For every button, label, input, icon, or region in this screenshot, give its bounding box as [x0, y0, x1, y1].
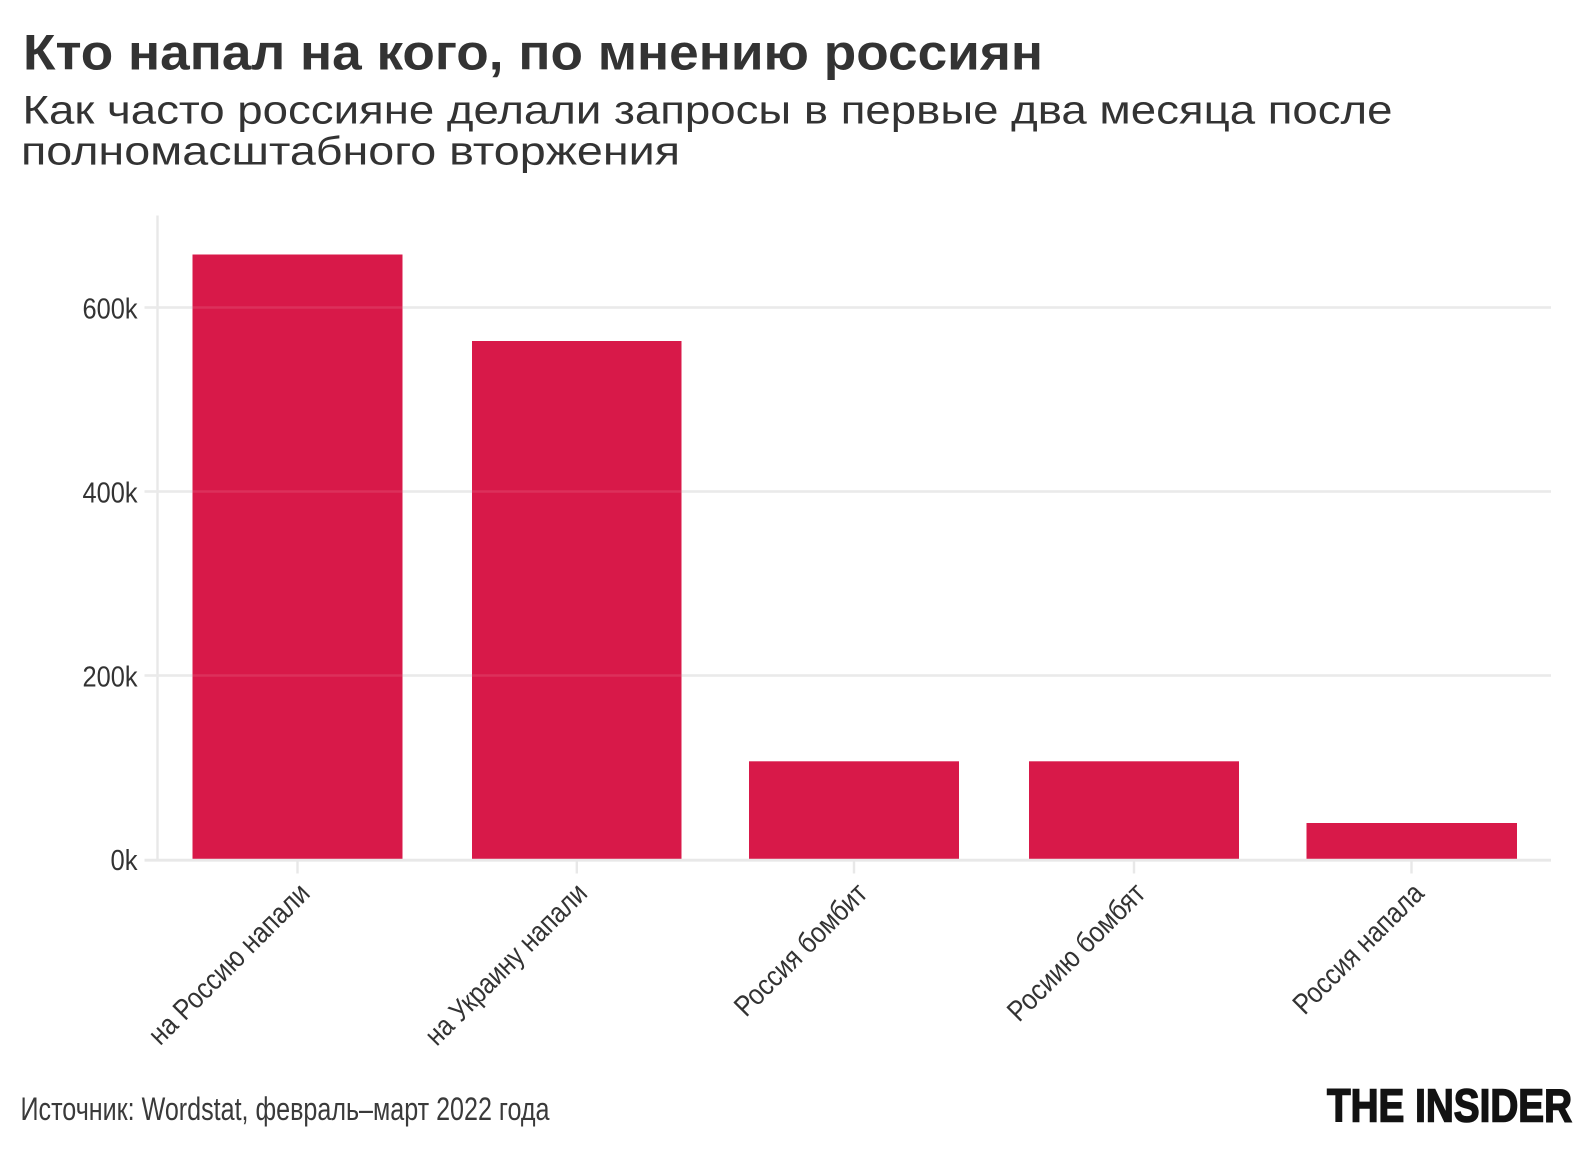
- svg-text:полномасштабного вторжения: полномасштабного вторжения: [21, 129, 680, 173]
- svg-text:Источник: Wordstat, февраль–ма: Источник: Wordstat, февраль–март 2022 го…: [21, 1091, 550, 1127]
- svg-text:Как часто россияне делали запр: Как часто россияне делали запросы в перв…: [23, 89, 1393, 133]
- svg-text:400k: 400k: [83, 478, 138, 510]
- svg-text:THE INSIDER: THE INSIDER: [1327, 1080, 1572, 1132]
- svg-text:600k: 600k: [83, 294, 138, 326]
- svg-text:Кто напал на кого, по мнению р: Кто напал на кого, по мнению россиян: [23, 25, 1043, 81]
- svg-text:0k: 0k: [111, 845, 138, 877]
- svg-text:200k: 200k: [83, 662, 138, 694]
